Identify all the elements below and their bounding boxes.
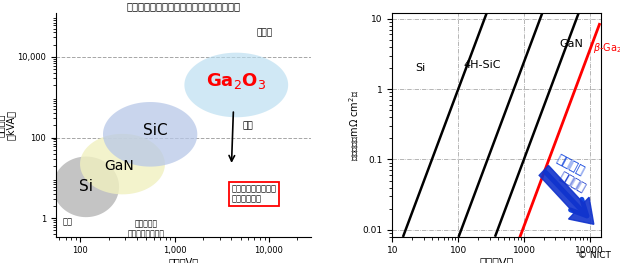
Text: 高性能化: 高性能化 [554, 152, 587, 178]
Polygon shape [539, 165, 594, 224]
Text: 家電: 家電 [63, 218, 73, 227]
Text: GaN: GaN [105, 159, 135, 173]
Text: Si: Si [79, 179, 93, 194]
Text: Ga$_2$O$_3$: Ga$_2$O$_3$ [206, 71, 267, 91]
Y-axis label: オン抵抗（m$\Omega$ cm$^2$）: オン抵抗（m$\Omega$ cm$^2$） [347, 89, 361, 161]
Text: 4H-SiC: 4H-SiC [463, 60, 501, 70]
Text: ・高い絶縁破壊電界
・安価な基板: ・高い絶縁破壊電界 ・安価な基板 [231, 184, 277, 204]
Text: $\beta$-Ga$_2$O$_3$: $\beta$-Ga$_2$O$_3$ [593, 41, 620, 55]
Text: 電気自動車
ハイブリッドカー: 電気自動車 ハイブリッドカー [128, 219, 165, 239]
Title: 近未来各種ワイドギャップ半導体材料
ユニポーラトランジスタの住み分け予想図: 近未来各種ワイドギャップ半導体材料 ユニポーラトランジスタの住み分け予想図 [126, 0, 241, 11]
Polygon shape [103, 102, 197, 167]
Text: GaN: GaN [560, 39, 583, 49]
Polygon shape [184, 53, 288, 117]
Text: 鉄道: 鉄道 [242, 121, 254, 130]
X-axis label: 電圧（V）: 電圧（V） [169, 257, 198, 263]
Text: 送配電: 送配電 [257, 28, 273, 37]
Polygon shape [80, 134, 165, 194]
X-axis label: 耐圧（V）: 耐圧（V） [480, 257, 514, 263]
Y-axis label: 電力容量
（kVA）: 電力容量 （kVA） [0, 110, 16, 140]
Text: © NICT: © NICT [578, 251, 611, 260]
Text: Si: Si [415, 63, 425, 73]
Text: 高性能化: 高性能化 [557, 169, 588, 195]
Text: SiC: SiC [143, 123, 167, 138]
Polygon shape [53, 156, 119, 217]
